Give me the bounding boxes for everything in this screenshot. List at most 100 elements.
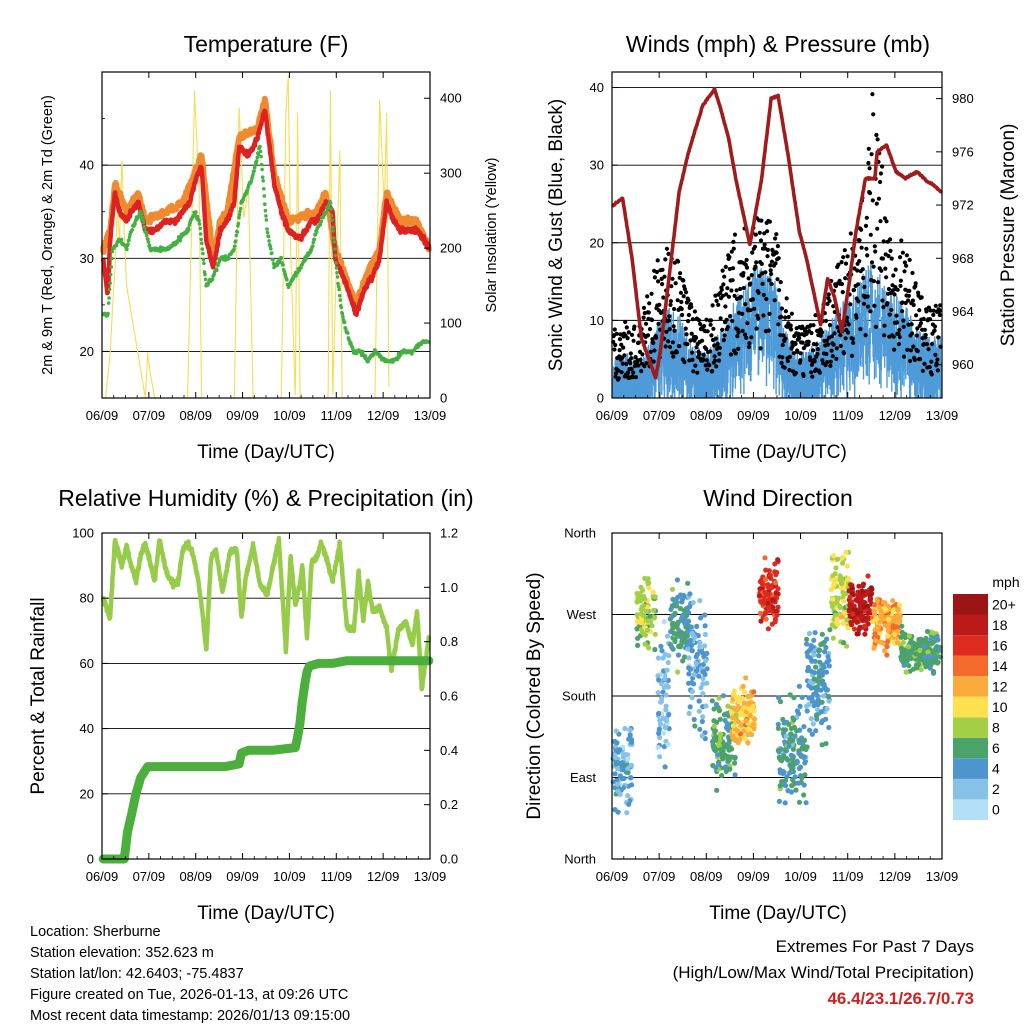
direction-point [923,639,929,645]
y2-tick-label: 968 [952,251,974,266]
direction-point [862,631,868,637]
direction-point [711,746,717,753]
gust-point [778,280,783,285]
y2-tick-label: 976 [952,144,974,159]
dewpoint-point [262,187,266,191]
gust-point [722,274,727,279]
gust-point [730,266,736,271]
dewpoint-point [263,208,268,213]
dewpoint-point [106,311,110,316]
gust-point [784,296,789,301]
direction-point [830,573,836,579]
gust-point [850,336,855,341]
elevation-text: Station elevation: 352.623 m [30,945,214,961]
gust-point [745,321,750,326]
gust-point [724,292,729,297]
gust-point [930,341,935,347]
gust-point [791,351,797,356]
direction-point [627,732,633,738]
direction-point [698,615,704,621]
gust-point [871,112,876,117]
gust-point [882,323,887,328]
x-tick-label: 07/09 [133,408,166,423]
direction-point [615,781,621,787]
direction-point [871,645,877,651]
direction-point [678,592,684,598]
dewpoint-point [333,247,337,251]
colorbar-swatch [953,676,988,697]
gust-point [824,338,829,343]
dewpoint-point [141,220,146,225]
gust-point [720,293,726,298]
gust-point [809,370,814,375]
gust-point [845,254,850,259]
gust-point [756,316,761,321]
gust-point [660,267,665,272]
x-tick-label: 11/09 [832,869,864,884]
direction-point [816,668,823,674]
direction-point [634,612,640,618]
direction-point [658,721,664,727]
gust-point [795,349,800,354]
gust-point [704,317,709,322]
gust-point [624,325,629,330]
gust-point [770,248,775,253]
gust-point [769,281,774,287]
gust-point [705,367,710,372]
direction-point [899,623,905,629]
y2-tick-label: 964 [952,304,974,319]
x-tick-label: 12/09 [367,408,400,423]
gust-point [786,314,791,320]
gust-point [907,288,912,293]
direction-point [796,683,803,689]
gust-point [767,311,772,316]
dewpoint-point [269,246,273,251]
gust-point [735,334,740,339]
gust-point [725,286,730,291]
dewpoint-point [324,210,329,214]
humidity-title: Relative Humidity (%) & Precipitation (i… [58,485,473,511]
direction-point [824,659,830,665]
direction-point [669,603,675,609]
gust-point [910,298,916,303]
gust-point [708,349,713,354]
gust-point [912,357,918,362]
gust-point [759,261,764,267]
direction-point [711,706,717,712]
y2-tick-label: 0.6 [440,689,458,704]
gust-point [690,317,696,322]
gust-point [787,354,793,359]
direction-point [662,676,668,682]
direction-point [811,703,817,709]
direction-point [811,637,817,643]
gust-point [860,267,865,272]
direction-point [739,695,746,701]
direction-point [685,580,691,586]
direction-point [927,665,933,671]
direction-point [641,630,647,637]
dewpoint-point [232,244,237,248]
gust-point [712,358,718,363]
direction-point [802,772,808,778]
gust-point [825,360,830,365]
direction-point [811,652,817,658]
gust-point [919,295,924,300]
direction-point [649,623,655,629]
gust-point [768,263,773,268]
direction-point [679,596,686,603]
gust-point [657,302,662,307]
direction-point [655,690,661,696]
gust-point [902,260,908,265]
gust-point [788,323,793,328]
dewpoint-point [326,206,331,210]
direction-point [657,735,663,741]
dewpoint-point [144,230,149,235]
gust-point [779,314,784,319]
gust-point [686,298,691,303]
dewpoint-point [258,144,262,149]
direction-point [613,728,619,734]
direction-point [801,754,807,760]
direction-point [923,635,929,642]
dewpoint-point [339,305,344,310]
direction-tick-label: North [564,852,596,867]
